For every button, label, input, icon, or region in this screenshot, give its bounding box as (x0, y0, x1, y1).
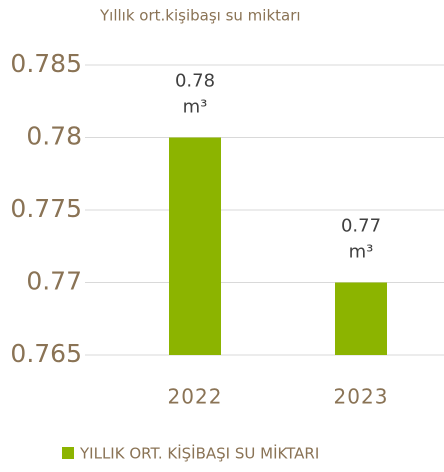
value-label: 0.78 m³ (175, 71, 215, 118)
x-tick-label: 2022 (168, 385, 223, 409)
y-tick-label: 0.775 (10, 194, 82, 223)
legend-label: YILLIK ORT. KİŞİBAŞI SU MİKTARI (79, 444, 319, 463)
y-tick-label: 0.765 (10, 339, 82, 368)
chart-title: Yıllık ort.kişibaşı su miktarı (99, 7, 301, 25)
y-tick-label: 0.78 (26, 122, 82, 151)
y-tick-label: 0.77 (26, 267, 82, 296)
bar (335, 282, 387, 355)
bar (169, 137, 221, 355)
y-tick-label: 0.785 (10, 49, 82, 78)
legend-swatch (62, 447, 74, 459)
x-tick-label: 2023 (334, 385, 389, 409)
value-label: 0.77 m³ (341, 216, 381, 263)
